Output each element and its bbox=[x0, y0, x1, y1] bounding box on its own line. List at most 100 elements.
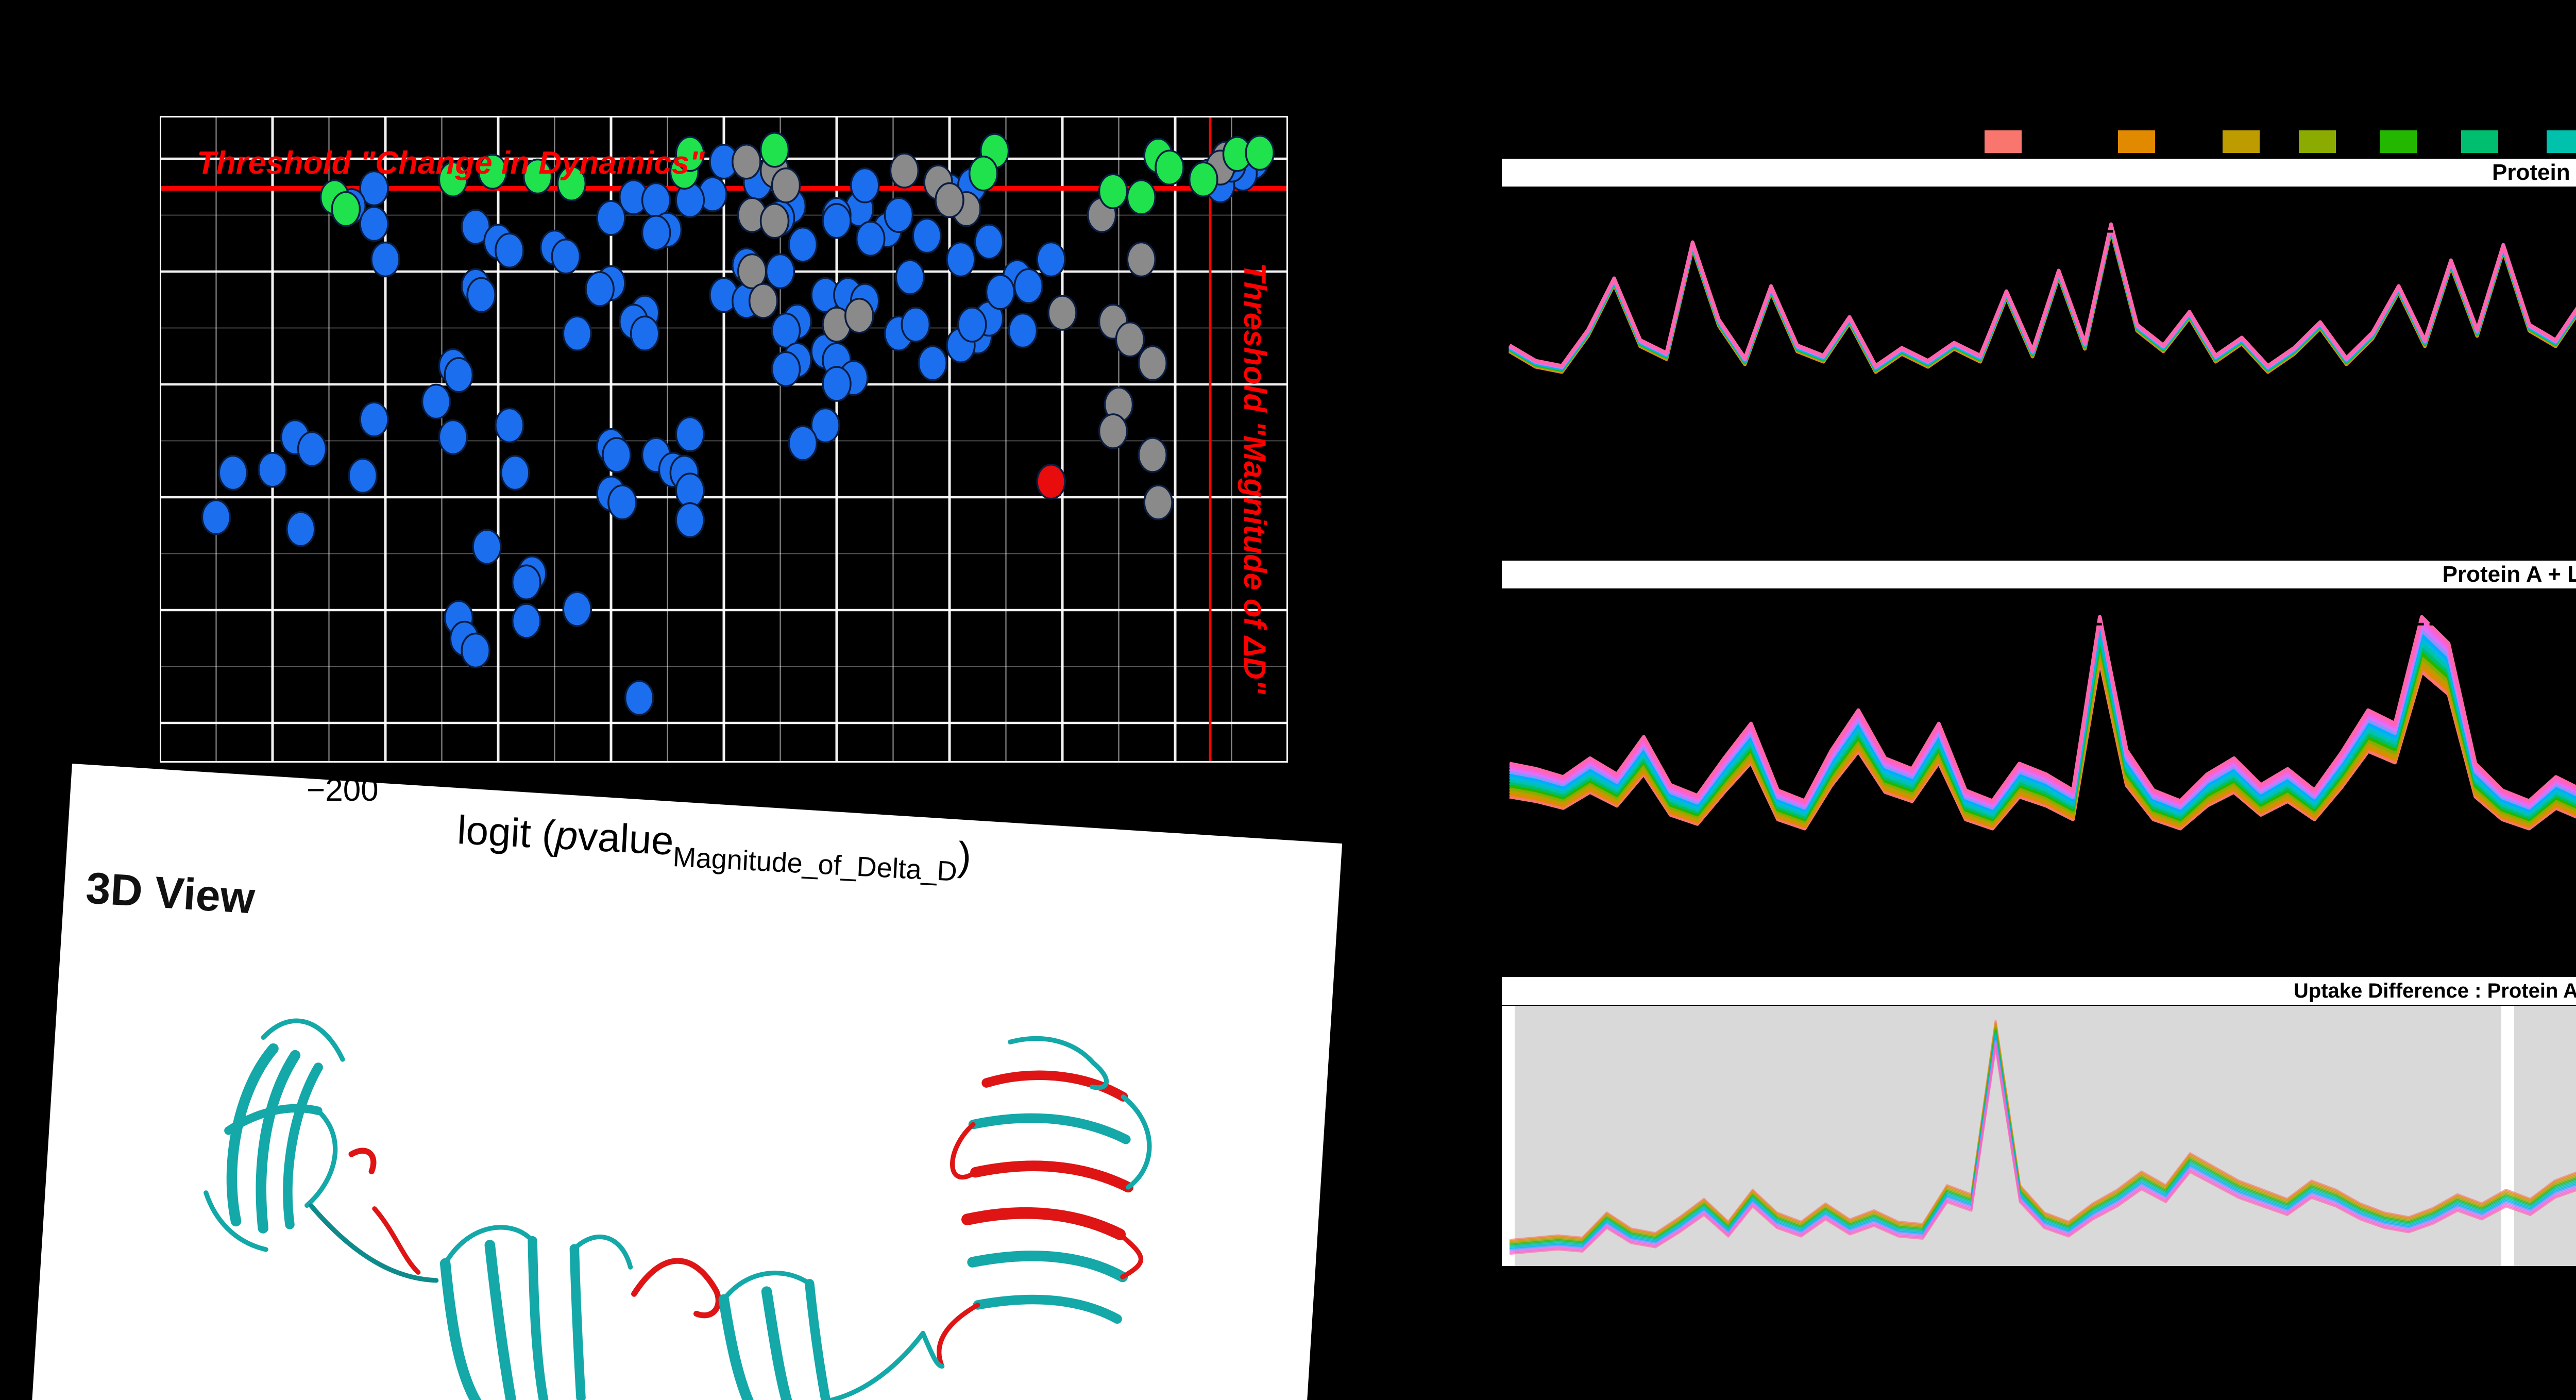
scatter-point-blue bbox=[495, 407, 524, 444]
uptake-line-6 bbox=[1509, 1033, 2576, 1248]
scatter-point-gray bbox=[935, 182, 964, 218]
scatter-point-blue bbox=[201, 499, 231, 535]
volcano-canvas[interactable]: Threshold "Change in Dynamics" Threshold … bbox=[160, 116, 1288, 763]
uptake-line-5 bbox=[1509, 1031, 2576, 1247]
scatter-point-green bbox=[438, 161, 468, 197]
scatter-point-blue bbox=[359, 206, 389, 242]
protein-ribbon-structure[interactable] bbox=[160, 967, 1191, 1400]
scatter-point-blue bbox=[946, 241, 976, 278]
uptake-line-7 bbox=[1509, 1035, 2576, 1249]
3d-view-title: 3D View bbox=[84, 863, 257, 923]
uptake-difference-canvas[interactable] bbox=[1502, 1006, 2576, 1266]
scatter-point-blue bbox=[771, 351, 801, 387]
scatter-point-blue bbox=[1013, 268, 1044, 304]
scatter-point-blue bbox=[895, 259, 925, 295]
scatter-point-gray bbox=[889, 153, 920, 189]
scatter-point-blue bbox=[641, 215, 671, 251]
uptake-line-1 bbox=[1509, 1022, 2576, 1242]
scatter-point-blue bbox=[624, 680, 654, 716]
scatter-point-gray bbox=[759, 203, 790, 239]
uptake-line-2 bbox=[1509, 649, 2576, 826]
scatter-point-blue bbox=[359, 170, 389, 207]
scatter-point-green bbox=[1245, 134, 1275, 171]
scatter-point-gray bbox=[737, 253, 767, 290]
scatter-point-green bbox=[1155, 149, 1184, 185]
uptake-line-6 bbox=[1509, 225, 2576, 371]
threshold-magnitude-label: Threshold "Magnitude of ΔD" bbox=[1238, 263, 1272, 695]
scatter-point-red bbox=[1036, 464, 1066, 500]
scatter-point-blue bbox=[765, 253, 795, 290]
scatter-point-blue bbox=[974, 224, 1004, 260]
chart-title-protein-a: Protein A bbox=[1502, 159, 2576, 187]
scatter-point-blue bbox=[675, 502, 705, 538]
facet-bg bbox=[2514, 1006, 2576, 1266]
chart-title-protein-a-ligand: Protein A + Ligand bbox=[1502, 561, 2576, 588]
scatter-point-gray bbox=[1126, 241, 1157, 278]
scatter-point-blue bbox=[850, 167, 880, 204]
uptake-line-9 bbox=[1509, 1039, 2576, 1252]
scatter-point-blue bbox=[359, 401, 389, 437]
scatter-point-blue bbox=[855, 221, 886, 257]
uptake-line-5 bbox=[1509, 634, 2576, 819]
uptake-chart-protein-a[interactable] bbox=[1502, 189, 2576, 558]
scatter-point-blue bbox=[675, 416, 705, 452]
scatter-point-blue bbox=[466, 277, 496, 313]
scatter-point-gray bbox=[771, 167, 801, 204]
volcano-plot[interactable]: Threshold "Change in Dynamics" Threshold … bbox=[160, 116, 1288, 763]
scatter-point-gray bbox=[844, 298, 874, 334]
protein-a-ligand-canvas[interactable] bbox=[1502, 591, 2576, 972]
uptake-line-11 bbox=[1509, 615, 2576, 805]
plot-border bbox=[160, 116, 1288, 763]
scatter-point-green bbox=[331, 191, 361, 227]
scatter-point-blue bbox=[297, 431, 327, 467]
scatter-point-green bbox=[556, 165, 587, 202]
uptake-line-2 bbox=[1509, 1024, 2576, 1243]
legend-swatch-0[interactable] bbox=[1985, 130, 2022, 153]
legend-swatch-5[interactable] bbox=[2461, 130, 2498, 153]
scatter-point-blue bbox=[1008, 312, 1038, 349]
scatter-point-blue bbox=[596, 200, 626, 236]
scatter-point-blue bbox=[771, 312, 801, 349]
volcano-x-tick-neg200: −200 bbox=[307, 772, 379, 808]
legend-swatch-1[interactable] bbox=[2118, 130, 2155, 153]
scatter-point-blue bbox=[500, 454, 530, 491]
scatter-point-gray bbox=[1143, 484, 1173, 520]
legend-swatch-3[interactable] bbox=[2299, 130, 2336, 153]
scatter-point-green bbox=[478, 154, 507, 190]
scatter-point-blue bbox=[585, 271, 615, 307]
scatter-point-blue bbox=[421, 383, 451, 420]
legend-swatch-4[interactable] bbox=[2380, 130, 2417, 153]
scatter-point-gray bbox=[1138, 437, 1167, 473]
scatter-point-blue bbox=[788, 425, 818, 461]
legend-swatch-6[interactable] bbox=[2547, 130, 2576, 153]
scatter-point-blue bbox=[602, 437, 632, 473]
scatter-point-blue bbox=[495, 232, 524, 268]
uptake-difference-chart[interactable] bbox=[1502, 1006, 2576, 1266]
scatter-point-blue bbox=[1036, 241, 1066, 278]
uptake-line-11 bbox=[1509, 1044, 2576, 1254]
scatter-point-green bbox=[759, 132, 790, 168]
uptake-line-10 bbox=[1509, 1042, 2576, 1253]
facet-bg bbox=[1515, 1006, 2501, 1266]
uptake-line-8 bbox=[1509, 620, 2576, 812]
legend-swatch-2[interactable] bbox=[2223, 130, 2260, 153]
scatter-point-blue bbox=[512, 564, 541, 600]
scatter-point-blue bbox=[884, 197, 914, 233]
scatter-point-gray bbox=[748, 283, 778, 319]
3d-view-panel[interactable]: 3D View bbox=[22, 764, 1343, 1400]
scatter-point-blue bbox=[901, 307, 931, 343]
uptake-line-1 bbox=[1509, 653, 2576, 828]
chart-title-uptake-difference: Uptake Difference : Protein A - (Protein… bbox=[1502, 977, 2576, 1005]
protein-a-canvas[interactable] bbox=[1502, 189, 2576, 558]
uptake-line-6 bbox=[1509, 630, 2576, 817]
uptake-chart-protein-a-ligand[interactable] bbox=[1502, 591, 2576, 972]
uptake-line-7 bbox=[1509, 625, 2576, 815]
chart-title-text: Uptake Difference : Protein A - (Protein… bbox=[2293, 979, 2576, 1002]
uptake-line-4 bbox=[1509, 226, 2576, 372]
scatter-point-blue bbox=[912, 217, 942, 254]
scatter-point-green bbox=[968, 156, 998, 192]
scatter-point-green bbox=[1098, 173, 1128, 209]
scatter-point-green bbox=[1126, 179, 1157, 215]
scatter-point-blue bbox=[218, 454, 248, 491]
